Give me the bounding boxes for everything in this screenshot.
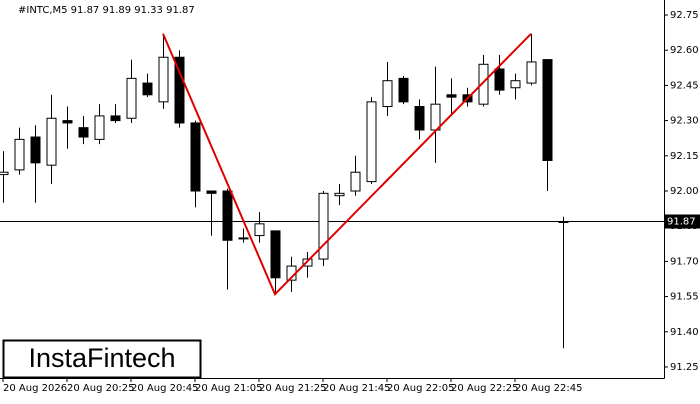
- candle-body: [478, 63, 489, 105]
- chart-title: #INTC,M5 91.87 91.89 91.33 91.87: [18, 5, 195, 16]
- candle-body: [526, 61, 537, 84]
- pattern-line: [162, 33, 532, 296]
- candle-body: [270, 230, 281, 279]
- y-tick-label: 91.40: [670, 327, 699, 338]
- candle-body: [558, 220, 569, 223]
- candle-body: [414, 106, 425, 131]
- y-tick-label: 91.70: [670, 256, 699, 267]
- candle-body: [430, 103, 441, 131]
- candle-body: [238, 237, 249, 240]
- candle-body: [14, 138, 25, 171]
- candle-body: [174, 56, 185, 124]
- candle-body: [46, 117, 57, 166]
- price-label: 91.87: [667, 216, 696, 227]
- x-tick-label: 20 Aug 22:25: [451, 383, 518, 394]
- candle-body: [222, 190, 233, 241]
- candle-body: [158, 56, 169, 103]
- candle-body: [398, 77, 409, 103]
- y-tick-label: 91.25: [670, 362, 699, 373]
- candle-body: [446, 94, 457, 98]
- candle-body: [350, 171, 361, 192]
- y-tick-label: 92.75: [670, 10, 699, 21]
- candle-body: [62, 120, 73, 124]
- candle-body: [494, 68, 505, 91]
- candle-body: [78, 127, 89, 138]
- x-tick-label: 20 Aug 21:25: [259, 383, 326, 394]
- candle-body: [254, 223, 265, 237]
- candle-body: [110, 115, 121, 122]
- candle-body: [334, 192, 345, 197]
- candle-body: [142, 82, 153, 96]
- x-tick-label: 20 Aug 21:45: [323, 383, 390, 394]
- x-tick-label: 20 Aug 20:25: [67, 383, 134, 394]
- candle-body: [318, 192, 329, 260]
- x-tick-label: 20 Aug 21:05: [195, 383, 262, 394]
- candle-body: [382, 80, 393, 108]
- candle-body: [190, 122, 201, 192]
- logo: InstaFintech: [28, 343, 175, 373]
- candle-body: [510, 80, 521, 89]
- y-tick-label: 92.00: [670, 186, 699, 197]
- candle-body: [206, 190, 217, 194]
- price-label-box: [665, 214, 700, 229]
- y-tick-label: 92.30: [670, 116, 699, 127]
- y-tick-label: 91.55: [670, 292, 699, 303]
- logo-box: [2, 339, 202, 379]
- candle-body: [126, 77, 137, 119]
- y-tick-label: 92.15: [670, 151, 699, 162]
- x-tick-label: 20 Aug 22:45: [515, 383, 582, 394]
- y-tick-label: 92.60: [670, 45, 699, 56]
- x-tick-label: 20 Aug 22:05: [387, 383, 454, 394]
- y-tick-label: 92.45: [670, 80, 699, 91]
- candle-body: [0, 171, 9, 176]
- candle-body: [30, 136, 41, 164]
- x-tick-label: 20 Aug 20:45: [131, 383, 198, 394]
- candle-body: [542, 59, 553, 161]
- candle-body: [366, 101, 377, 183]
- x-tick-label: 20 Aug 2026: [3, 383, 67, 394]
- candle-body: [94, 115, 105, 140]
